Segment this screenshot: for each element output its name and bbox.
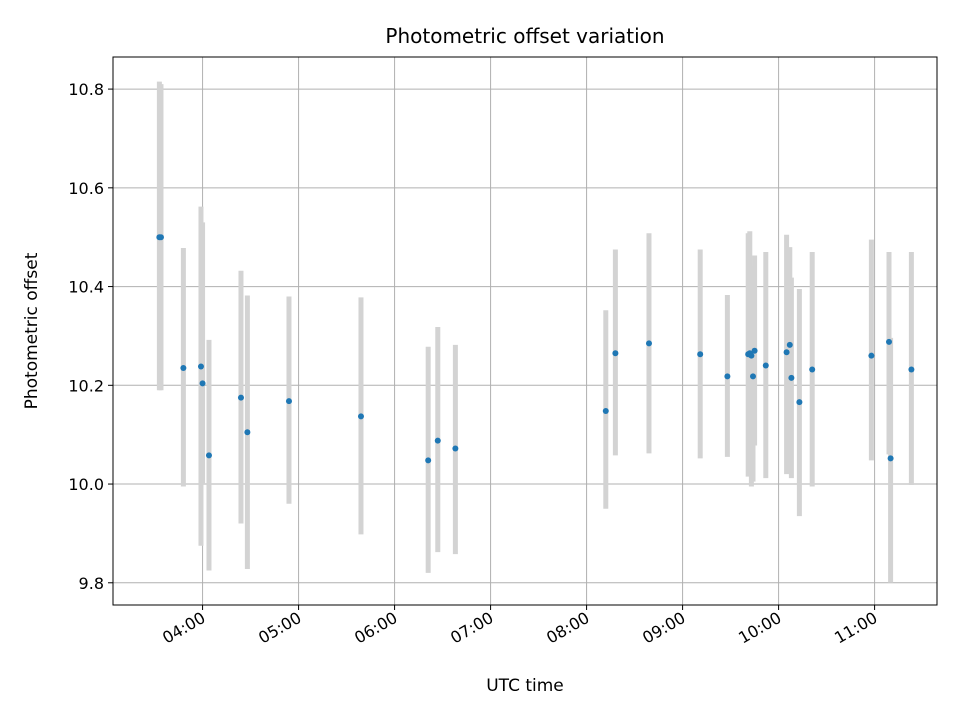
data-point <box>887 455 894 462</box>
data-point <box>751 347 758 354</box>
data-point <box>602 407 609 414</box>
y-tick-label: 10.2 <box>68 376 104 395</box>
data-point <box>783 349 790 356</box>
y-axis: 9.8 10.0 10.2 10.4 10.6 10.8 <box>68 80 113 593</box>
y-axis-label: Photometric offset <box>22 252 42 409</box>
y-tick-label: 10.6 <box>68 179 104 198</box>
data-point <box>788 374 795 381</box>
data-point <box>237 394 244 401</box>
data-point <box>868 352 875 359</box>
data-point <box>197 363 204 370</box>
data-point <box>452 445 459 452</box>
chart-title: Photometric offset variation <box>385 24 664 48</box>
y-tick-label: 10.8 <box>68 80 104 99</box>
data-point <box>434 437 441 444</box>
y-tick-label: 10.0 <box>68 475 104 494</box>
data-point <box>180 365 187 372</box>
data-point <box>908 366 915 373</box>
data-point <box>697 351 704 358</box>
data-point <box>749 373 756 380</box>
y-tick-label: 10.4 <box>68 278 104 297</box>
data-point <box>244 429 251 436</box>
data-point <box>786 341 793 348</box>
y-tick-label: 9.8 <box>79 574 104 593</box>
data-point <box>724 373 731 380</box>
x-axis-label: UTC time <box>486 676 564 696</box>
data-point <box>285 398 292 405</box>
data-point <box>885 338 892 345</box>
data-point <box>205 452 212 459</box>
data-point <box>357 413 364 420</box>
data-point <box>796 399 803 406</box>
data-point <box>425 457 432 464</box>
data-point <box>748 352 755 359</box>
data-points <box>156 234 915 464</box>
data-point <box>809 366 816 373</box>
data-point <box>645 340 652 347</box>
data-point <box>762 362 769 369</box>
data-point <box>157 234 164 241</box>
plot-frame <box>112 56 938 606</box>
data-point <box>612 350 619 357</box>
data-point <box>199 380 206 387</box>
